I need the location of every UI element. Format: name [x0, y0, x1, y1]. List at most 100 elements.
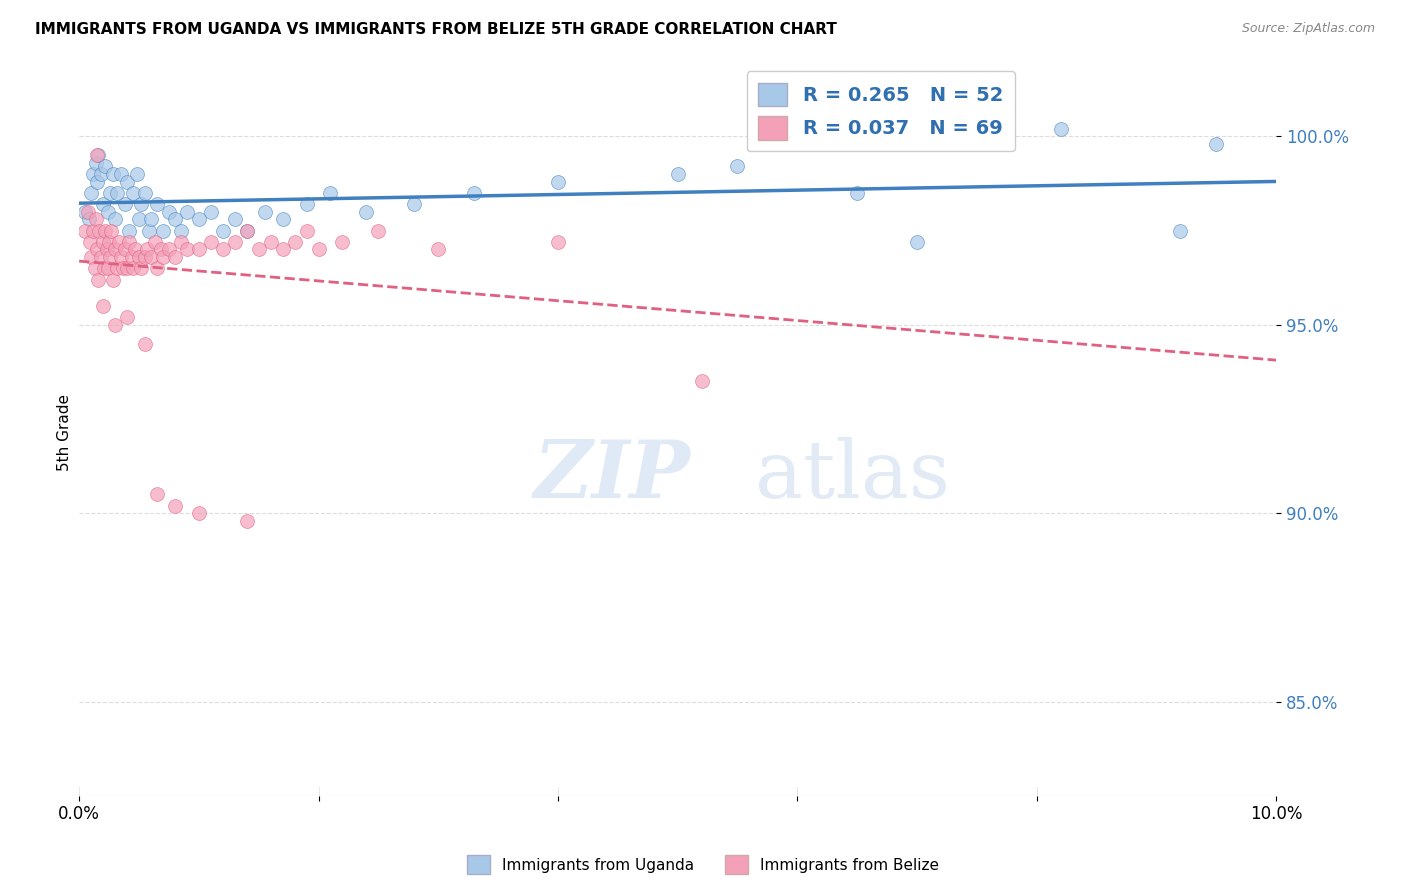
Point: [666, 167, 689, 181]
Point: [90, 167, 112, 181]
Text: atlas: atlas: [755, 437, 950, 515]
Point: [163, 212, 186, 227]
Point: [128, 212, 150, 227]
Point: [125, 167, 148, 181]
Point: [121, 250, 143, 264]
Point: [211, 243, 233, 257]
Point: [104, 212, 127, 227]
Point: [101, 272, 124, 286]
Point: [295, 223, 318, 237]
Point: [253, 204, 276, 219]
Point: [107, 261, 129, 276]
Text: Source: ZipAtlas.com: Source: ZipAtlas.com: [1241, 22, 1375, 36]
Point: [97, 204, 120, 219]
Point: [107, 235, 129, 249]
Point: [90, 250, 112, 264]
Point: [94, 223, 117, 237]
Point: [76, 204, 98, 219]
Point: [547, 175, 569, 189]
Point: [200, 204, 222, 219]
Legend: Immigrants from Uganda, Immigrants from Belize: Immigrants from Uganda, Immigrants from …: [461, 849, 945, 880]
Point: [97, 261, 120, 276]
Point: [224, 235, 246, 249]
Point: [138, 223, 160, 237]
Point: [211, 223, 233, 237]
Point: [905, 235, 928, 249]
Point: [114, 243, 136, 257]
Point: [131, 261, 153, 276]
Legend: R = 0.265   N = 52, R = 0.037   N = 69: R = 0.265 N = 52, R = 0.037 N = 69: [747, 71, 1015, 152]
Point: [235, 223, 257, 237]
Point: [115, 175, 138, 189]
Point: [404, 197, 426, 211]
Point: [356, 204, 378, 219]
Text: IMMIGRANTS FROM UGANDA VS IMMIGRANTS FROM BELIZE 5TH GRADE CORRELATION CHART: IMMIGRANTS FROM UGANDA VS IMMIGRANTS FRO…: [35, 22, 837, 37]
Point: [146, 487, 169, 501]
Point: [115, 310, 138, 325]
Point: [86, 243, 108, 257]
Point: [82, 223, 104, 237]
Point: [163, 250, 186, 264]
Point: [75, 223, 97, 237]
Point: [1205, 136, 1227, 151]
Point: [86, 148, 108, 162]
Point: [157, 204, 180, 219]
Point: [118, 223, 141, 237]
Point: [96, 243, 118, 257]
Point: [91, 197, 114, 211]
Point: [308, 243, 330, 257]
Point: [80, 186, 103, 200]
Point: [86, 175, 108, 189]
Point: [690, 374, 713, 388]
Point: [176, 204, 198, 219]
Point: [98, 235, 121, 249]
Point: [122, 186, 145, 200]
Point: [152, 223, 174, 237]
Point: [77, 212, 100, 227]
Point: [89, 223, 111, 237]
Point: [75, 204, 97, 219]
Point: [200, 235, 222, 249]
Point: [80, 250, 103, 264]
Point: [79, 235, 101, 249]
Point: [846, 186, 869, 200]
Point: [547, 235, 569, 249]
Point: [110, 167, 132, 181]
Point: [271, 243, 294, 257]
Point: [104, 243, 127, 257]
Point: [235, 223, 257, 237]
Point: [87, 148, 110, 162]
Point: [139, 212, 162, 227]
Point: [84, 212, 107, 227]
Point: [93, 261, 115, 276]
Point: [259, 235, 281, 249]
Point: [332, 235, 354, 249]
Point: [110, 250, 132, 264]
Point: [1170, 223, 1192, 237]
Point: [163, 499, 186, 513]
Point: [104, 318, 127, 332]
Point: [146, 197, 169, 211]
Point: [122, 261, 145, 276]
Point: [427, 243, 450, 257]
Point: [98, 186, 121, 200]
Point: [139, 250, 162, 264]
Point: [98, 250, 121, 264]
Point: [157, 243, 180, 257]
Point: [131, 197, 153, 211]
Point: [91, 235, 114, 249]
Point: [319, 186, 342, 200]
Point: [114, 197, 136, 211]
Point: [118, 235, 141, 249]
Y-axis label: 5th Grade: 5th Grade: [58, 393, 72, 471]
Point: [152, 250, 174, 264]
Point: [134, 250, 156, 264]
Point: [91, 299, 114, 313]
Point: [107, 186, 129, 200]
Point: [176, 243, 198, 257]
Point: [87, 272, 110, 286]
Point: [124, 243, 146, 257]
Point: [149, 243, 172, 257]
Point: [170, 235, 193, 249]
Point: [115, 261, 138, 276]
